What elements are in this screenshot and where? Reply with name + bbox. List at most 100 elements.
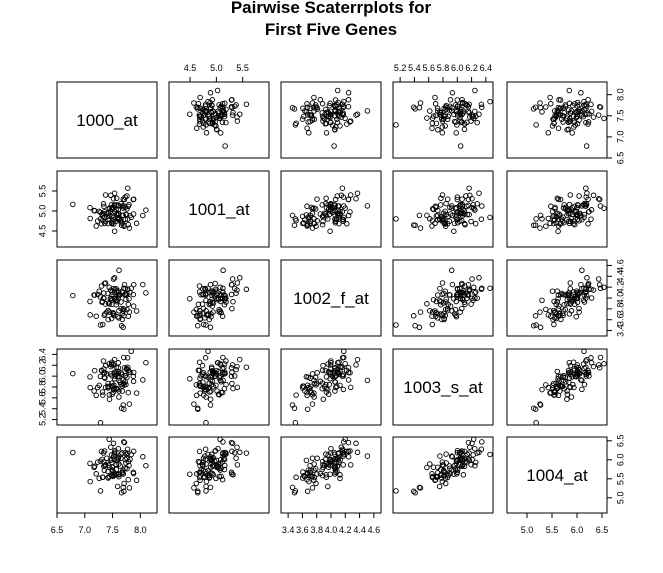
scatter-point <box>208 311 214 317</box>
scatter-point <box>334 119 341 126</box>
scatter-point <box>440 300 447 306</box>
scatter-point <box>308 112 314 119</box>
scatter-point <box>553 301 559 308</box>
scatter-point <box>555 376 561 382</box>
scatter-point <box>472 295 478 301</box>
scatter-point <box>303 374 310 380</box>
scatter-point <box>98 283 105 289</box>
scatter-point <box>121 406 127 412</box>
tick-label: 3.8 <box>310 525 323 535</box>
tick-label: 5.8 <box>437 63 450 73</box>
scatter-point <box>548 101 554 107</box>
scatter-point <box>293 474 299 481</box>
scatter-point <box>217 460 224 467</box>
scatter-point <box>100 450 107 456</box>
tick-label: 6.0 <box>451 63 464 73</box>
scatter-point <box>474 295 480 301</box>
scatter-point <box>304 104 311 110</box>
scatter-point <box>454 471 460 477</box>
scatter-point <box>575 202 582 209</box>
scatter-point <box>539 109 545 115</box>
scatter-point <box>223 450 229 456</box>
scatter-point <box>446 463 453 469</box>
panel-frame <box>392 170 494 248</box>
panel-2-3 <box>392 259 494 337</box>
tick-label: 4.4 <box>615 270 625 283</box>
panel-frame <box>506 81 608 159</box>
scatter-point <box>323 451 329 457</box>
scatter-point <box>559 310 566 317</box>
scatter-point <box>121 488 127 495</box>
scatter-point <box>143 462 149 469</box>
scatter-point <box>560 105 567 111</box>
scatter-point <box>551 213 557 219</box>
scatter-point <box>108 295 115 302</box>
scatter-point <box>550 307 557 314</box>
scatter-point <box>311 377 317 383</box>
scatter-point <box>128 348 134 355</box>
scatter-point <box>416 212 423 219</box>
scatter-point <box>304 392 310 399</box>
scatter-point <box>440 210 447 216</box>
scatter-point <box>337 211 343 218</box>
scatter-point <box>208 364 215 370</box>
scatter-point <box>583 201 589 207</box>
scatter-point <box>217 105 223 111</box>
scatter-point <box>469 295 475 302</box>
scatter-point <box>197 94 203 101</box>
scatter-point <box>233 290 239 296</box>
scatter-point <box>216 392 222 398</box>
scatter-point <box>187 376 193 382</box>
scatter-point <box>443 106 449 113</box>
scatter-point <box>106 396 113 402</box>
scatter-point <box>191 401 197 407</box>
scatter-point <box>332 388 338 394</box>
panel-frame <box>168 348 270 426</box>
scatter-point <box>319 110 325 116</box>
scatter-point <box>124 193 130 199</box>
panel-4-0 <box>56 436 158 514</box>
scatter-point <box>197 118 203 125</box>
scatter-point <box>344 221 350 227</box>
scatter-point <box>586 111 592 117</box>
scatter-point <box>412 489 418 496</box>
scatter-point <box>237 111 243 117</box>
scatter-point <box>582 111 588 118</box>
scatter-point <box>533 216 539 222</box>
scatter-point <box>347 448 353 454</box>
scatter-point <box>530 222 537 228</box>
scatter-point <box>121 480 127 487</box>
scatter-point <box>202 453 208 459</box>
scatter-point <box>595 195 602 202</box>
scatter-point <box>195 488 201 495</box>
scatter-point <box>339 101 346 107</box>
scatter-point <box>130 448 137 455</box>
scatter-point <box>590 192 597 199</box>
scatter-point <box>466 286 472 293</box>
scatter-point <box>429 223 435 229</box>
scatter-point <box>437 285 443 292</box>
scatter-point <box>461 463 468 470</box>
scatter-point <box>228 373 235 379</box>
scatter-point <box>229 380 235 387</box>
scatter-point <box>487 98 493 105</box>
scatter-point <box>191 485 197 491</box>
scatter-point <box>202 446 209 452</box>
scatter-point <box>320 362 326 369</box>
scatter-point <box>102 301 109 307</box>
panel-frame <box>392 436 494 514</box>
scatter-point <box>579 386 585 393</box>
scatter-point <box>537 212 544 219</box>
scatter-point <box>436 483 443 490</box>
scatter-point <box>325 386 331 393</box>
scatter-point <box>311 467 317 473</box>
scatter-point <box>125 286 131 293</box>
scatter-point <box>439 218 446 224</box>
panel-4-3 <box>392 436 494 514</box>
scatter-point <box>440 310 447 317</box>
panel-1-1: 1001_at <box>168 170 270 248</box>
scatter-point <box>424 464 430 471</box>
scatter-point <box>353 440 359 447</box>
scatter-point <box>197 477 203 484</box>
scatter-point <box>573 313 579 320</box>
